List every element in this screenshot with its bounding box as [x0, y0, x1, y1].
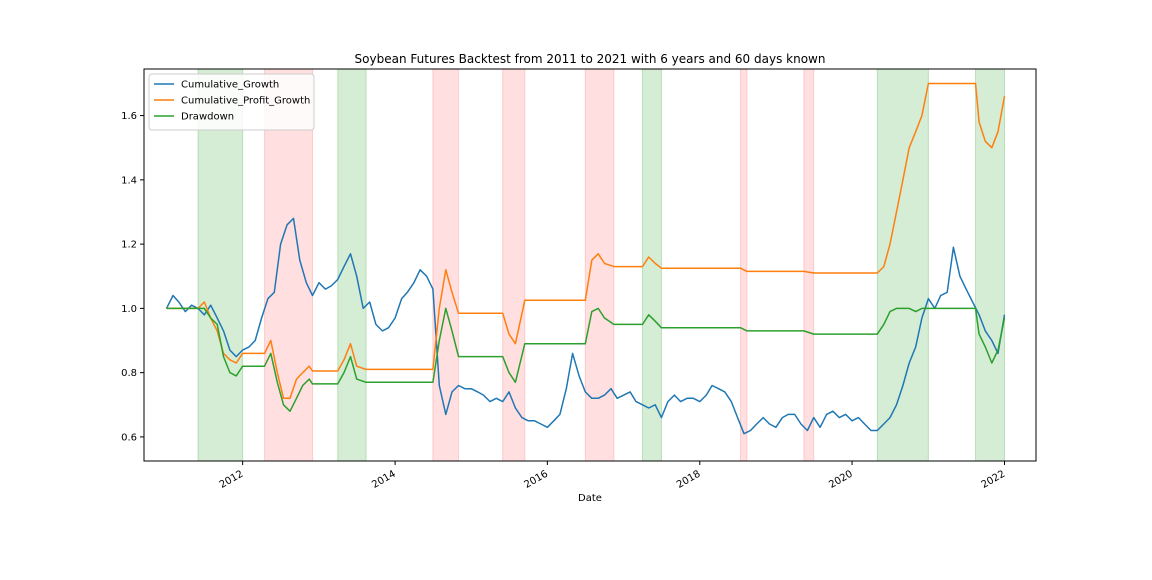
y-tick-label: 0.6 — [121, 432, 137, 443]
chart-title: Soybean Futures Backtest from 2011 to 20… — [355, 52, 826, 66]
x-axis: 2012 2014 2016 2018 2020 2022 — [218, 461, 1007, 491]
shaded-region-short-3 — [432, 68, 460, 462]
y-tick-label: 0.8 — [121, 368, 137, 379]
x-tick-label: 2022 — [980, 469, 1008, 491]
shaded-region-long-10 — [975, 68, 1006, 462]
shaded-region-long-6 — [641, 68, 662, 462]
legend: Cumulative_Growth Cumulative_Profit_Growt… — [148, 73, 315, 131]
shaded-region-short-8 — [803, 68, 815, 462]
y-axis: 0.6 0.8 1.0 1.2 1.4 1.6 — [121, 111, 144, 443]
series-lines — [165, 82, 1006, 435]
shaded-region-long-2 — [337, 68, 367, 462]
series-line-cumulative-growth — [165, 217, 1006, 435]
x-tick-label: 2018 — [675, 469, 703, 491]
shaded-region-long-0 — [197, 68, 244, 462]
legend-box — [148, 73, 315, 131]
x-tick-label: 2012 — [218, 469, 246, 491]
x-tick-label: 2016 — [523, 469, 551, 491]
y-tick-label: 1.4 — [121, 175, 137, 186]
series-line-cumulative-profit-growth — [166, 82, 1006, 400]
shaded-region-short-7 — [739, 68, 748, 462]
shaded-region-long-9 — [876, 68, 929, 462]
x-tick-label: 2014 — [370, 469, 398, 491]
legend-label: Drawdown — [181, 112, 234, 123]
x-tick-label: 2020 — [827, 469, 855, 491]
y-tick-label: 1.2 — [121, 240, 137, 251]
y-tick-label: 1.6 — [121, 111, 137, 122]
y-tick-label: 1.0 — [121, 304, 137, 315]
x-axis-label: Date — [578, 493, 602, 504]
legend-label: Cumulative_Profit_Growth — [181, 96, 310, 107]
shaded-region-short-1 — [264, 68, 314, 462]
plot-frame — [143, 68, 1037, 462]
series-line-drawdown — [166, 307, 1006, 412]
legend-label: Cumulative_Growth — [181, 80, 279, 91]
